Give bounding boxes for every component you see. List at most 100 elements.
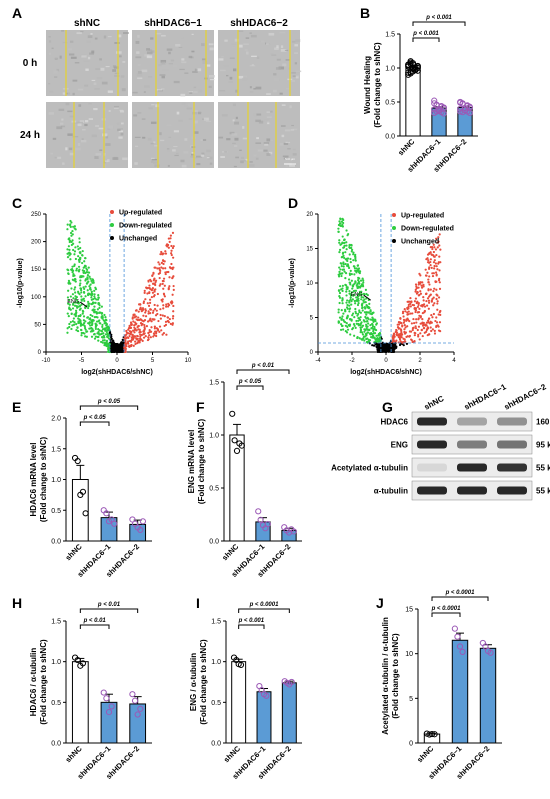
lane-label: shHDAC6−1 xyxy=(463,382,508,412)
gene-point xyxy=(422,299,425,302)
data-point xyxy=(466,104,473,111)
gene-point xyxy=(435,321,439,324)
gene-point xyxy=(162,307,165,310)
gene-point xyxy=(419,316,422,319)
gene-point xyxy=(425,324,428,327)
gene-point xyxy=(433,332,437,335)
gene-point xyxy=(346,325,349,328)
gene-point xyxy=(83,264,87,267)
gene-point xyxy=(412,317,415,321)
blot-band xyxy=(457,463,487,472)
gene-point xyxy=(347,266,351,270)
gene-point xyxy=(350,319,353,322)
panel-letter-j: J xyxy=(376,595,384,611)
gene-point xyxy=(101,339,105,342)
gene-point xyxy=(344,251,347,254)
gene-point xyxy=(369,333,372,336)
x-tick-label: 5 xyxy=(151,358,155,364)
gene-point xyxy=(88,327,91,330)
y-tick-label: 1.0 xyxy=(51,477,61,484)
gene-point xyxy=(160,329,163,332)
gene-point xyxy=(83,291,86,294)
gene-point xyxy=(414,332,417,335)
gene-point xyxy=(107,326,110,329)
gene-point xyxy=(350,244,353,247)
gene-point xyxy=(69,258,72,261)
gene-point xyxy=(338,289,341,292)
cell-texture xyxy=(166,124,172,126)
gene-point xyxy=(71,233,74,236)
cell-texture xyxy=(181,58,185,61)
gene-point xyxy=(150,288,153,291)
cell-texture xyxy=(50,152,53,155)
cell-texture xyxy=(113,105,120,108)
gene-point xyxy=(427,327,430,330)
cell-texture xyxy=(112,69,117,72)
cell-texture xyxy=(150,142,154,145)
gene-point xyxy=(90,335,94,338)
gene-point xyxy=(339,323,343,326)
gene-point xyxy=(74,291,77,294)
cell-texture xyxy=(61,30,65,32)
gene-point xyxy=(438,277,441,280)
gene-point xyxy=(70,221,73,224)
cell-texture xyxy=(122,61,126,63)
gene-point xyxy=(436,246,439,249)
gene-point xyxy=(67,245,70,248)
gene-point xyxy=(349,293,352,296)
cell-texture xyxy=(99,58,102,61)
blot-band xyxy=(497,463,527,472)
micrograph-field xyxy=(132,30,214,96)
gene-point xyxy=(395,333,398,336)
x-tick-label: 2 xyxy=(418,358,422,364)
gene-point xyxy=(81,254,84,257)
gene-point xyxy=(131,338,135,341)
gene-point xyxy=(87,302,90,306)
gene-point xyxy=(96,308,99,311)
gene-point xyxy=(342,246,346,249)
gene-point xyxy=(420,284,423,287)
gene-point xyxy=(72,274,75,278)
gene-point xyxy=(139,338,142,341)
y-tick-label: 0.0 xyxy=(385,134,395,141)
gene-point xyxy=(337,308,340,311)
gene-point xyxy=(147,279,150,282)
cell-texture xyxy=(100,67,105,71)
cell-texture xyxy=(121,88,126,92)
gene-point xyxy=(103,344,106,347)
cell-texture xyxy=(70,56,77,59)
gene-point xyxy=(342,221,345,225)
cell-texture xyxy=(94,37,98,40)
cell-texture xyxy=(96,77,103,80)
gene-point xyxy=(136,342,139,345)
gene-point xyxy=(356,336,359,340)
cell-texture xyxy=(142,136,146,139)
gene-point xyxy=(369,324,372,327)
cell-texture xyxy=(88,118,93,120)
gene-point xyxy=(160,266,163,269)
cell-texture xyxy=(114,72,120,75)
data-point xyxy=(459,100,466,107)
gene-point xyxy=(114,343,117,346)
gene-point xyxy=(432,261,436,264)
gene-point xyxy=(368,328,371,332)
cell-texture xyxy=(268,32,275,36)
gene-point xyxy=(408,300,411,303)
gene-point xyxy=(155,309,158,312)
cell-texture xyxy=(270,53,274,55)
cell-texture xyxy=(94,156,99,159)
gene-point xyxy=(350,246,353,250)
gene-point xyxy=(136,334,139,338)
gene-point xyxy=(77,290,80,293)
gene-point xyxy=(171,317,175,320)
cell-texture xyxy=(123,32,129,35)
gene-point xyxy=(84,257,87,260)
cell-texture xyxy=(116,51,122,54)
gene-point xyxy=(89,277,92,280)
cell-texture xyxy=(113,92,117,95)
gene-point xyxy=(353,324,356,327)
gene-point xyxy=(398,337,401,340)
gene-point xyxy=(363,339,366,342)
